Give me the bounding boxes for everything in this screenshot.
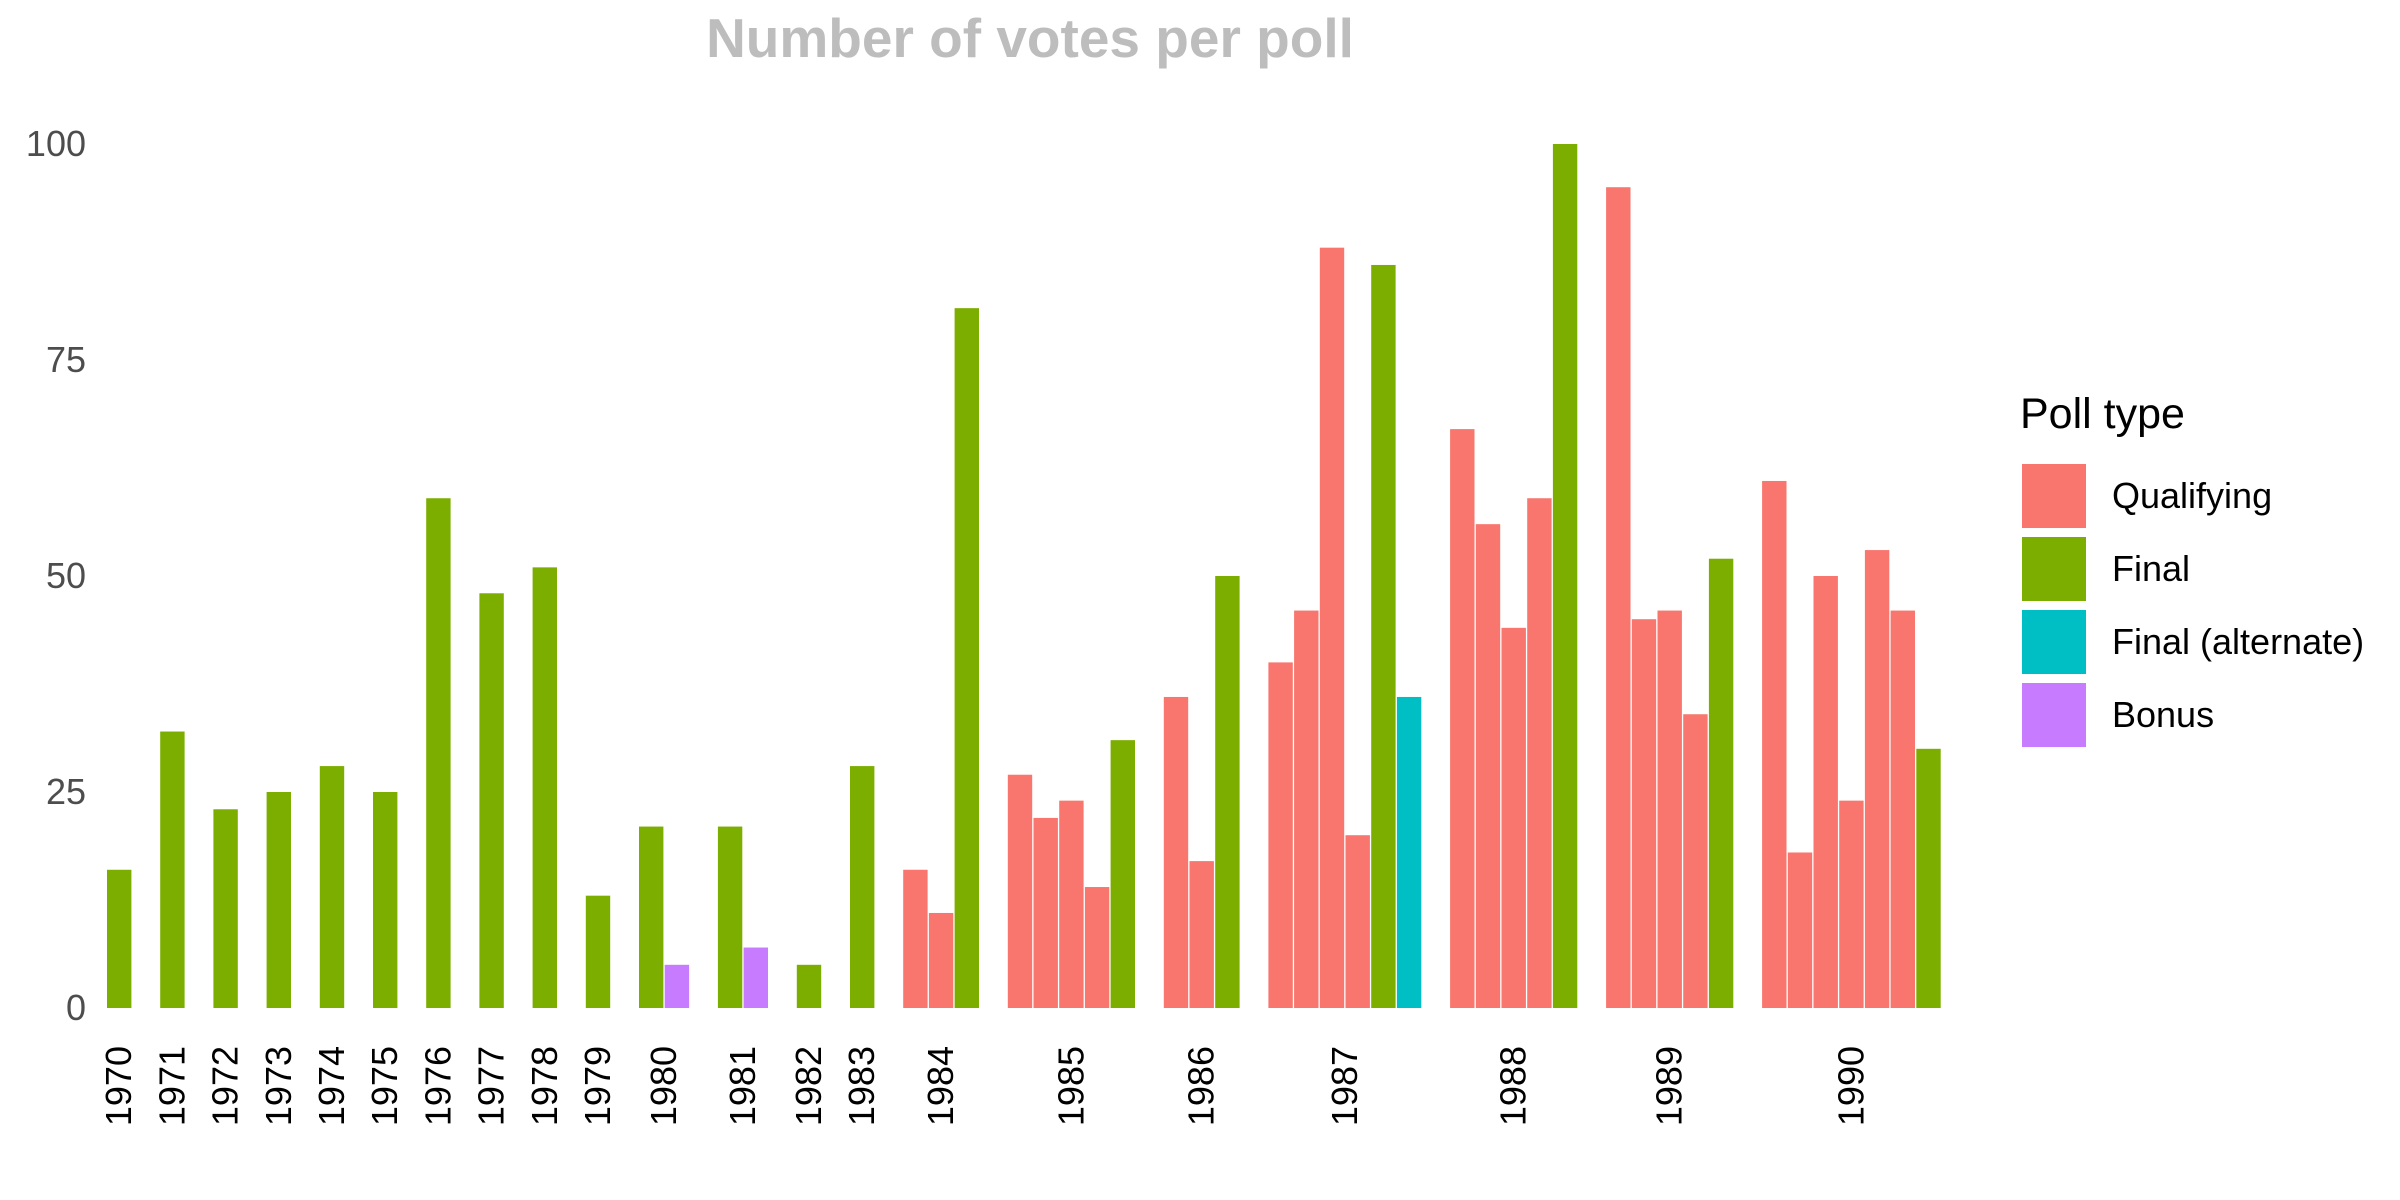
bar-1980-1 xyxy=(639,826,664,1008)
x-tick-label-1980: 1980 xyxy=(643,1046,684,1126)
bar-1985-1 xyxy=(1007,774,1033,1008)
bar-1973-1 xyxy=(266,792,291,1008)
bar-1990-2 xyxy=(1787,852,1813,1008)
bar-1990-6 xyxy=(1890,610,1915,1008)
legend-title: Poll type xyxy=(2020,390,2185,438)
x-tick-label-1974: 1974 xyxy=(311,1046,352,1126)
legend-swatch-final xyxy=(2020,534,2088,603)
bar-1987-6 xyxy=(1396,696,1422,1008)
x-tick-label-1985: 1985 xyxy=(1050,1046,1091,1126)
y-tick-label: 100 xyxy=(26,123,86,164)
y-tick-label: 50 xyxy=(46,555,86,596)
legend-swatch-qualifying xyxy=(2020,461,2088,530)
bar-1972-1 xyxy=(213,809,238,1008)
x-tick-label-1984: 1984 xyxy=(920,1046,961,1126)
x-tick-label-1981: 1981 xyxy=(722,1046,763,1126)
x-tick-label-1986: 1986 xyxy=(1181,1046,1222,1126)
bar-1980-2 xyxy=(664,964,690,1008)
bar-1987-2 xyxy=(1294,610,1319,1008)
bar-1978-1 xyxy=(532,567,557,1008)
bar-1988-5 xyxy=(1552,144,1578,1008)
bar-1981-2 xyxy=(743,947,768,1008)
bar-1988-1 xyxy=(1450,429,1475,1008)
bar-1984-1 xyxy=(903,869,928,1008)
x-tick-label-1973: 1973 xyxy=(258,1046,299,1126)
bar-1984-2 xyxy=(928,912,954,1008)
bar-1990-3 xyxy=(1813,576,1838,1008)
x-tick-label-1976: 1976 xyxy=(417,1046,458,1126)
legend-label-final-alternate: Final (alternate) xyxy=(2112,620,2365,662)
bar-1988-4 xyxy=(1527,498,1552,1008)
legend: Poll type Qualifying Final Final (altern… xyxy=(2020,390,2364,751)
legend-label-qualifying: Qualifying xyxy=(2112,474,2273,516)
x-tick-label-1971: 1971 xyxy=(151,1046,192,1126)
bar-1985-2 xyxy=(1033,817,1058,1008)
y-tick-label: 0 xyxy=(66,987,86,1028)
bar-1985-3 xyxy=(1059,800,1084,1008)
bar-1984-3 xyxy=(954,308,979,1008)
y-tick-label: 75 xyxy=(46,339,86,380)
bar-1986-2 xyxy=(1189,861,1214,1008)
bar-1990-1 xyxy=(1762,480,1787,1009)
bar-1977-1 xyxy=(479,593,504,1008)
legend-item-qualifying: Qualifying xyxy=(2020,459,2364,532)
x-tick-label-1970: 1970 xyxy=(98,1046,139,1126)
legend-swatch-final-alternate xyxy=(2020,607,2088,676)
bar-1975-1 xyxy=(373,792,398,1008)
x-tick-label-1983: 1983 xyxy=(841,1046,882,1126)
bar-1986-1 xyxy=(1163,696,1189,1008)
bar-1979-1 xyxy=(585,895,611,1008)
bar-1988-2 xyxy=(1475,524,1501,1008)
bar-1985-4 xyxy=(1084,887,1110,1008)
y-tick-label: 25 xyxy=(46,771,86,812)
legend-item-final: Final xyxy=(2020,532,2364,605)
x-tick-label-1990: 1990 xyxy=(1830,1046,1871,1126)
legend-swatch-bonus xyxy=(2020,680,2088,749)
bar-1990-4 xyxy=(1839,800,1864,1008)
bar-1985-5 xyxy=(1110,740,1135,1008)
bar-1988-3 xyxy=(1501,627,1526,1008)
bar-1990-7 xyxy=(1916,748,1941,1008)
bar-1987-3 xyxy=(1319,247,1345,1008)
bar-1990-5 xyxy=(1864,550,1890,1008)
bar-1989-4 xyxy=(1683,714,1708,1008)
bar-1982-1 xyxy=(796,964,822,1008)
bar-1983-1 xyxy=(850,766,875,1008)
x-tick-label-1975: 1975 xyxy=(364,1046,405,1126)
legend-item-bonus: Bonus xyxy=(2020,678,2364,751)
x-tick-label-1978: 1978 xyxy=(524,1046,565,1126)
bar-1987-4 xyxy=(1345,835,1370,1008)
bar-1981-1 xyxy=(717,826,743,1008)
legend-label-bonus: Bonus xyxy=(2112,693,2215,735)
bar-1976-1 xyxy=(426,498,451,1008)
x-tick-label-1987: 1987 xyxy=(1324,1046,1365,1126)
bar-1987-5 xyxy=(1371,264,1396,1009)
legend-item-final-alternate: Final (alternate) xyxy=(2020,605,2364,678)
legend-label-final: Final xyxy=(2112,547,2191,589)
bar-1989-2 xyxy=(1631,619,1657,1008)
bar-1971-1 xyxy=(160,731,185,1008)
x-tick-label-1982: 1982 xyxy=(788,1046,829,1126)
bar-1987-1 xyxy=(1268,662,1293,1008)
bar-1970-1 xyxy=(107,869,132,1008)
x-tick-label-1988: 1988 xyxy=(1493,1046,1534,1126)
x-tick-label-1972: 1972 xyxy=(205,1046,246,1126)
x-tick-label-1977: 1977 xyxy=(471,1046,512,1126)
bar-1989-1 xyxy=(1606,187,1631,1008)
bar-1989-3 xyxy=(1657,610,1682,1008)
chart-title: Number of votes per poll xyxy=(706,7,1354,69)
bar-1986-3 xyxy=(1215,576,1240,1008)
bar-1974-1 xyxy=(319,766,345,1008)
x-tick-label-1989: 1989 xyxy=(1649,1046,1690,1126)
bar-1989-5 xyxy=(1708,558,1734,1008)
x-tick-label-1979: 1979 xyxy=(577,1046,618,1126)
